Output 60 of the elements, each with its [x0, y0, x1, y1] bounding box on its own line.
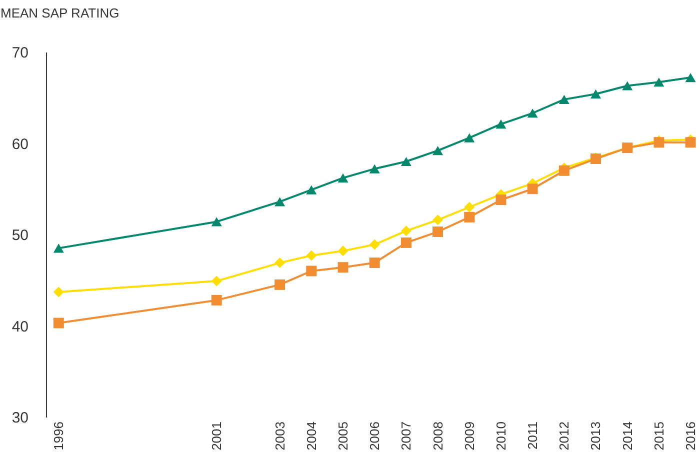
point — [558, 94, 570, 104]
point — [53, 286, 64, 298]
point — [53, 244, 64, 253]
x-tick-label: 2001 — [209, 422, 224, 450]
x-tick-label: 2003 — [272, 422, 288, 450]
y-tick-label: 50 — [12, 227, 28, 244]
y-tick-label: 30 — [12, 410, 28, 426]
point — [274, 279, 286, 290]
point — [306, 250, 317, 261]
point — [432, 146, 444, 156]
x-tick-label: 2014 — [620, 422, 635, 450]
point — [306, 266, 317, 276]
point — [211, 276, 222, 286]
point — [400, 237, 412, 248]
point — [464, 133, 475, 142]
point — [211, 294, 222, 306]
x-tick-label: 2006 — [367, 422, 382, 450]
x-tick-label: 2005 — [335, 422, 350, 450]
point — [527, 184, 538, 194]
point — [274, 258, 286, 268]
point — [400, 156, 412, 166]
point — [432, 226, 444, 238]
point — [464, 212, 475, 222]
point — [338, 246, 348, 256]
y-tick-label: 70 — [12, 44, 28, 62]
x-tick-label: 2013 — [588, 422, 604, 450]
point — [590, 89, 601, 99]
point — [400, 226, 412, 236]
x-tick-label: 2004 — [304, 422, 319, 450]
x-tick-label: 2015 — [651, 422, 666, 450]
point — [306, 185, 317, 194]
point — [654, 78, 664, 87]
y-tick-label: 40 — [12, 318, 28, 336]
point — [496, 120, 506, 129]
x-tick-label: 2012 — [556, 422, 572, 450]
point — [527, 108, 538, 118]
point — [685, 73, 696, 82]
point — [274, 197, 286, 206]
point — [496, 194, 506, 206]
point — [369, 258, 380, 268]
x-tick-label: 2010 — [493, 422, 508, 450]
y-axis-title: MEAN SAP RATING — [0, 6, 120, 20]
point — [558, 165, 570, 176]
point — [338, 262, 348, 273]
point — [53, 318, 64, 328]
point — [464, 202, 475, 212]
point — [685, 137, 696, 148]
point — [369, 164, 380, 174]
point — [211, 217, 222, 226]
point — [369, 239, 380, 250]
x-tick-label: 1996 — [51, 422, 66, 450]
x-tick-label: 2016 — [683, 422, 698, 450]
point — [432, 214, 444, 226]
point — [338, 173, 348, 182]
y-tick-label: 60 — [12, 136, 28, 153]
point — [622, 81, 633, 90]
x-tick-label: 2008 — [430, 422, 446, 450]
x-tick-label: 2009 — [462, 422, 477, 450]
x-tick-label: 2011 — [525, 422, 540, 450]
x-tick-label: 2007 — [398, 422, 414, 450]
